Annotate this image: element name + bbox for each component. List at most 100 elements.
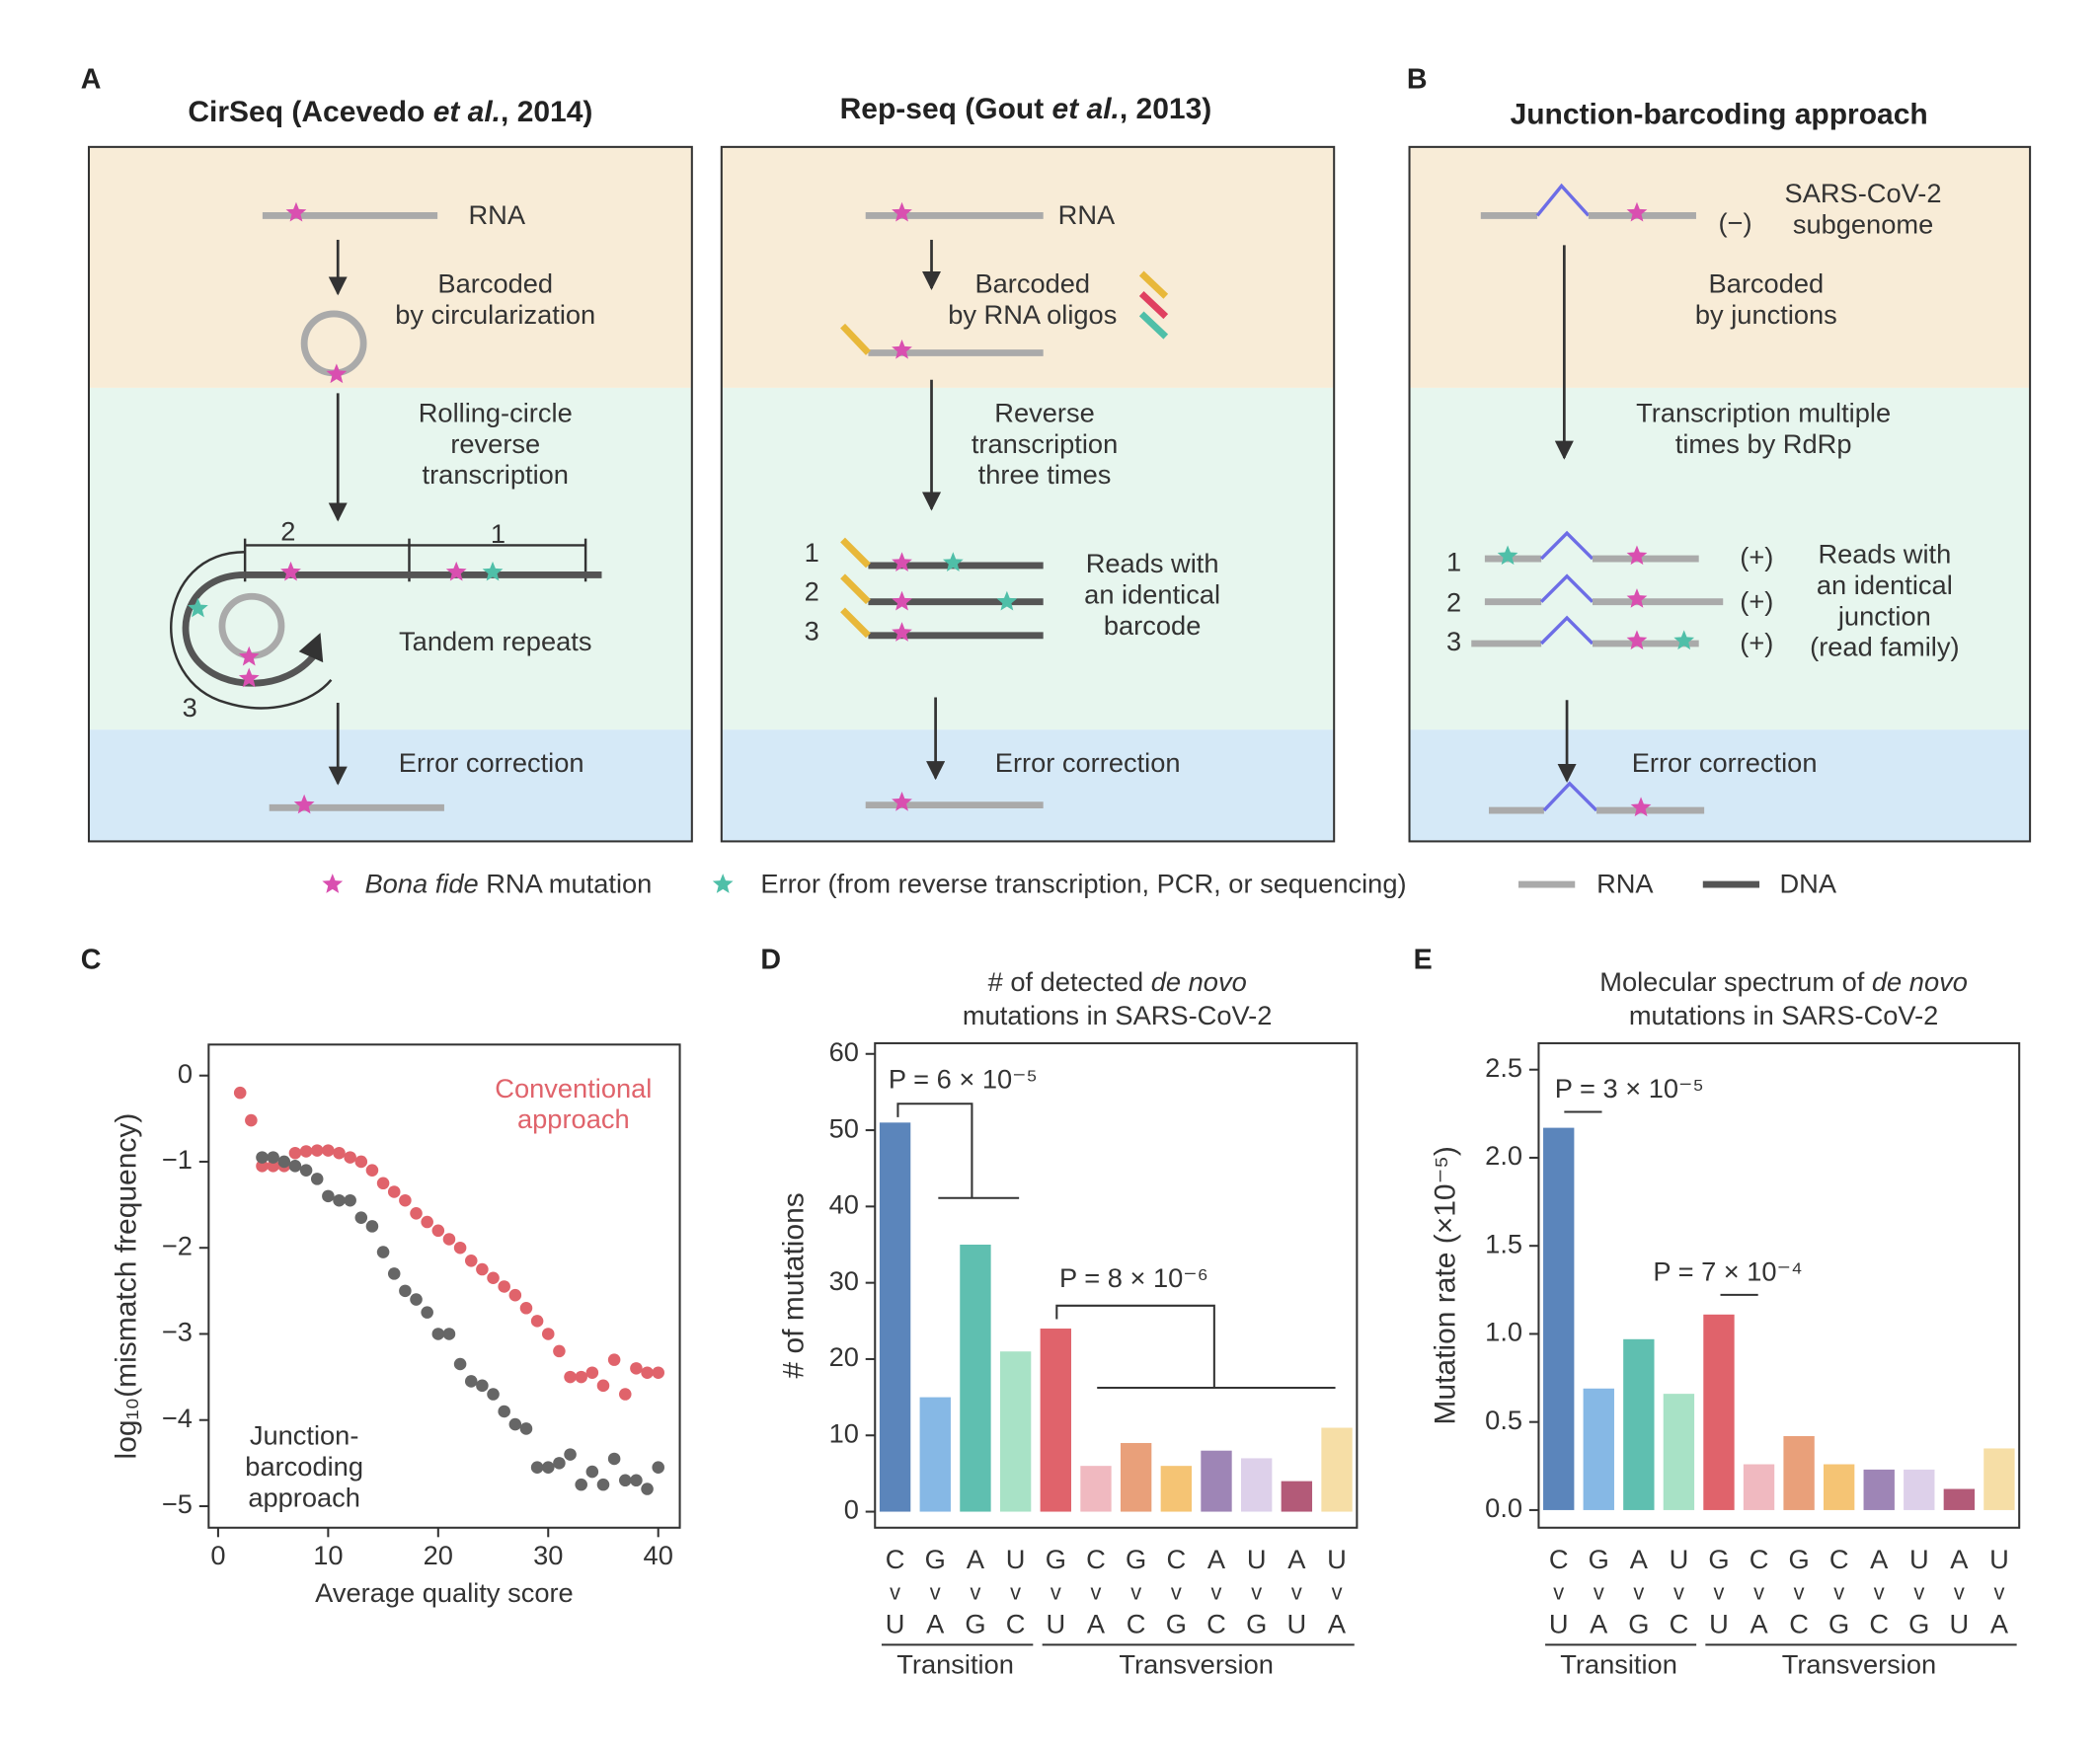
legend-label: Error (from reverse transcription, PCR, … xyxy=(760,869,1406,899)
point xyxy=(333,1146,346,1160)
chart-title: # of detected de novo xyxy=(988,966,1247,997)
point xyxy=(387,1267,401,1280)
x-tick-label: C xyxy=(1549,1544,1569,1574)
point xyxy=(630,1362,643,1375)
point xyxy=(607,1353,621,1366)
point xyxy=(464,1255,478,1267)
point xyxy=(256,1160,269,1173)
title-part: de novo xyxy=(1151,966,1247,997)
x-tick-label: U xyxy=(1950,1609,1970,1639)
cirseq-diagram xyxy=(170,201,602,814)
chart-title: mutations in SARS-CoV-2 xyxy=(1629,1000,1939,1030)
point xyxy=(585,1465,599,1479)
point xyxy=(541,1461,555,1474)
bar xyxy=(1160,1466,1193,1512)
point xyxy=(376,1246,390,1258)
annotation: P = 7 × 10⁻⁴ xyxy=(1653,1255,1802,1286)
point xyxy=(508,1417,522,1431)
step-text: Reads with xyxy=(1086,548,1219,578)
y-tick-label: 1.0 xyxy=(1485,1317,1522,1347)
x-tick-label: U xyxy=(1989,1544,2009,1574)
x-tick-label: v xyxy=(1130,1579,1141,1604)
step-text: barcode xyxy=(1104,610,1201,641)
x-tick-label: A xyxy=(926,1609,945,1639)
x-tick-label: v xyxy=(1753,1579,1764,1604)
bar xyxy=(1703,1314,1735,1510)
read-number: 2 xyxy=(805,576,819,607)
x-tick-label: A xyxy=(1207,1544,1226,1574)
x-tick-label: G xyxy=(1166,1609,1187,1639)
x-tick-label: C xyxy=(1206,1609,1226,1639)
title-part: # of detected xyxy=(988,966,1151,997)
bar xyxy=(1321,1427,1353,1512)
bar xyxy=(1080,1466,1112,1512)
point xyxy=(596,1379,610,1393)
panel-backgrounds xyxy=(87,145,2032,843)
x-tick-label: C xyxy=(1670,1609,1689,1639)
step-text: an identical xyxy=(1084,578,1220,609)
point xyxy=(267,1151,279,1164)
y-axis-label: log₁₀(mismatch frequency) xyxy=(110,1113,142,1460)
x-tick-label: U xyxy=(886,1609,905,1639)
x-tick-label: C xyxy=(1869,1609,1889,1639)
chart: 0102030405060CvUGvAAvGUvCGvUCvAGvCCvGAvC… xyxy=(778,966,1359,1679)
y-tick-label: 2.0 xyxy=(1485,1140,1522,1171)
x-tick-label: v xyxy=(970,1579,980,1604)
repseq-diagram xyxy=(840,201,1169,811)
point xyxy=(585,1366,599,1379)
y-tick-label: 2.5 xyxy=(1485,1052,1522,1083)
bar xyxy=(879,1122,911,1512)
point xyxy=(541,1328,555,1340)
bar xyxy=(1943,1488,1976,1510)
y-tick-label: 60 xyxy=(829,1036,859,1067)
x-tick-label: v xyxy=(1332,1579,1343,1604)
point xyxy=(530,1461,544,1474)
x-tick-label: G xyxy=(1126,1544,1146,1574)
group-label: Transition xyxy=(896,1648,1014,1679)
step-text: reverse xyxy=(450,428,540,459)
point xyxy=(233,1086,247,1100)
step-text: Reads with xyxy=(1818,539,1951,570)
point xyxy=(344,1193,356,1207)
x-tick-label: v xyxy=(1874,1579,1885,1604)
x-tick-label: C xyxy=(1789,1609,1809,1639)
bracket xyxy=(896,1103,1020,1199)
x-tick-label: C xyxy=(1006,1609,1026,1639)
point xyxy=(310,1173,324,1185)
x-tick-label: v xyxy=(1633,1579,1644,1604)
bar xyxy=(960,1245,991,1512)
point xyxy=(376,1177,390,1190)
point xyxy=(498,1280,510,1293)
x-tick-label: A xyxy=(1590,1609,1608,1639)
x-tick-label: v xyxy=(1291,1579,1302,1604)
bar xyxy=(1623,1338,1655,1510)
step-text: times by RdRp xyxy=(1675,428,1852,459)
point xyxy=(641,1366,654,1379)
point xyxy=(365,1220,379,1233)
y-tick-label: 0 xyxy=(178,1058,193,1089)
step-text: SARS-CoV-2 xyxy=(1785,178,1942,208)
legend-label: Bona fide RNA mutation xyxy=(364,869,652,899)
point xyxy=(508,1288,522,1302)
x-tick-label: v xyxy=(1673,1579,1684,1604)
bar xyxy=(1863,1469,1895,1510)
chart: 0 −1 −2 −3 −4 −5 0 10 20 30 40 Average quality scor… xyxy=(110,1043,681,1608)
x-tick-label: v xyxy=(1010,1579,1021,1604)
point xyxy=(530,1315,544,1328)
x-tick-label: G xyxy=(925,1544,946,1574)
x-tick-label: U xyxy=(1670,1544,1689,1574)
point xyxy=(421,1306,433,1319)
x-tick-label: G xyxy=(1908,1609,1929,1639)
annotation: Junction- xyxy=(250,1420,359,1451)
point xyxy=(399,1284,412,1298)
x-tick-label: C xyxy=(1127,1609,1146,1639)
y-tick-label: 40 xyxy=(829,1189,859,1220)
plot-frame xyxy=(1537,1041,2021,1529)
panel-header: Junction-barcoding approach xyxy=(1511,98,1928,130)
x-tick-label: G xyxy=(1828,1609,1849,1639)
y-axis-label: Mutation rate (×10⁻⁵) xyxy=(1430,1146,1462,1424)
point xyxy=(519,1422,533,1435)
y-tick-label: −5 xyxy=(162,1488,193,1519)
panel-header: CirSeq (Acevedo et al., 2014) xyxy=(188,96,592,128)
